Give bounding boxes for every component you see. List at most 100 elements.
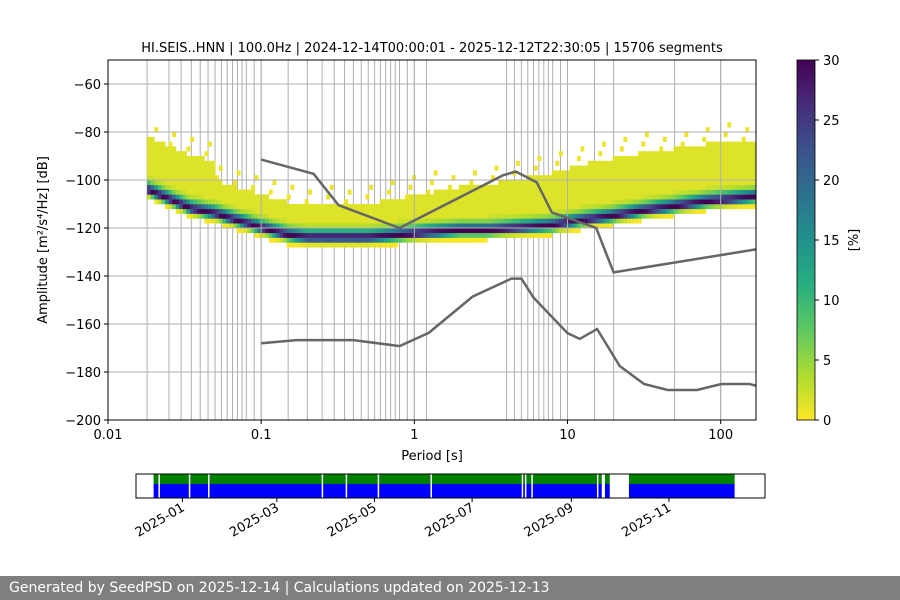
heatmap-cell xyxy=(659,213,664,219)
heatmap-cell xyxy=(222,199,227,205)
heatmap-cell xyxy=(440,228,445,234)
heatmap-cell xyxy=(745,156,750,162)
heatmap-cell xyxy=(229,184,234,190)
heatmap-cell xyxy=(498,199,502,205)
heatmap-cell xyxy=(336,237,341,243)
heatmap-cell xyxy=(677,165,682,171)
heatmap-cell xyxy=(684,180,689,186)
heatmap-cell xyxy=(229,223,234,229)
heatmap-cell xyxy=(691,156,696,162)
heatmap-cell xyxy=(369,204,374,210)
heatmap-cell xyxy=(637,194,642,200)
heatmap-cell xyxy=(666,184,671,190)
heatmap-cell xyxy=(609,199,614,205)
heatmap-cell xyxy=(179,199,184,205)
heatmap-cell xyxy=(358,223,363,229)
heatmap-cell xyxy=(444,194,449,200)
heatmap-cell xyxy=(569,223,574,229)
heatmap-cell xyxy=(168,199,173,205)
heatmap-cell xyxy=(562,208,567,214)
heatmap-cell xyxy=(344,237,348,243)
heatmap-cell xyxy=(512,223,517,229)
heatmap-cell xyxy=(691,184,696,190)
heatmap-cell xyxy=(268,232,273,238)
heatmap-cell xyxy=(705,156,710,162)
heatmap-cell xyxy=(179,156,184,162)
heatmap-cell xyxy=(648,194,653,200)
heatmap-cell xyxy=(161,141,166,147)
heatmap-cell xyxy=(709,204,714,210)
heatmap-cell xyxy=(455,194,460,200)
heatmap-cell xyxy=(551,208,556,214)
heatmap-cell xyxy=(487,208,492,214)
heatmap-cell xyxy=(695,160,699,166)
heatmap-cell xyxy=(480,228,485,234)
heatmap-cell xyxy=(276,204,280,210)
heatmap-cell xyxy=(308,218,313,224)
heatmap-cell xyxy=(387,204,391,210)
heatmap-cell xyxy=(673,170,678,176)
heatmap-cell xyxy=(451,189,456,195)
heatmap-cell xyxy=(483,189,488,195)
heatmap-cell xyxy=(247,189,252,195)
heatmap-cell xyxy=(404,199,409,205)
heatmap-cell xyxy=(433,170,438,176)
heatmap-cell xyxy=(695,204,699,210)
heatmap-cell xyxy=(150,170,155,176)
heatmap-cell xyxy=(720,151,725,157)
heatmap-cell xyxy=(419,228,424,234)
heatmap-cell xyxy=(347,208,352,214)
heatmap-cell xyxy=(211,189,216,195)
heatmap-cell xyxy=(609,213,614,219)
heatmap-cell xyxy=(293,237,298,243)
heatmap-cell xyxy=(258,228,263,234)
heatmap-cell xyxy=(319,242,323,248)
heatmap-cell xyxy=(562,218,567,224)
heatmap-cell xyxy=(387,199,391,205)
heatmap-cell xyxy=(157,160,162,166)
heatmap-cell xyxy=(422,232,427,238)
heatmap-cell xyxy=(222,208,227,214)
heatmap-cell xyxy=(233,194,237,200)
heatmap-cell xyxy=(186,189,191,195)
heatmap-cell xyxy=(283,223,288,229)
heatmap-cell xyxy=(745,146,750,152)
heatmap-cell xyxy=(236,208,241,214)
heatmap-cell xyxy=(397,228,402,234)
heatmap-cell xyxy=(197,175,202,181)
heatmap-cell xyxy=(727,204,732,210)
heatmap-cell xyxy=(616,218,621,224)
heatmap-cell xyxy=(333,204,338,210)
heatmap-cell xyxy=(243,213,248,219)
heatmap-cell xyxy=(315,208,320,214)
heatmap-cell xyxy=(609,180,614,186)
heatmap-cell xyxy=(458,208,463,214)
heatmap-cell xyxy=(387,189,391,195)
heatmap-cell xyxy=(458,204,463,210)
heatmap-cell xyxy=(329,228,334,234)
heatmap-cell xyxy=(752,151,756,157)
heatmap-cell xyxy=(322,237,327,243)
heatmap-cell xyxy=(268,223,273,229)
heatmap-cell xyxy=(670,199,674,205)
heatmap-cell xyxy=(594,165,599,171)
heatmap-cell xyxy=(476,204,481,210)
heatmap-cell xyxy=(197,180,202,186)
heatmap-cell xyxy=(541,199,545,205)
heatmap-cell xyxy=(319,237,323,243)
heatmap-cell xyxy=(723,189,728,195)
heatmap-cell xyxy=(533,208,538,214)
heatmap-cell xyxy=(165,165,169,171)
heatmap-cell xyxy=(190,165,194,171)
heatmap-cell xyxy=(594,184,599,190)
heatmap-cell xyxy=(268,228,273,234)
heatmap-cell xyxy=(154,127,159,133)
heatmap-cell xyxy=(548,194,553,200)
heatmap-cell xyxy=(397,237,402,243)
heatmap-cell xyxy=(147,175,151,181)
heatmap-cell xyxy=(727,160,732,166)
heatmap-cell xyxy=(165,175,169,181)
heatmap-cell xyxy=(157,146,162,152)
heatmap-cell xyxy=(190,180,194,186)
heatmap-cell xyxy=(501,218,506,224)
